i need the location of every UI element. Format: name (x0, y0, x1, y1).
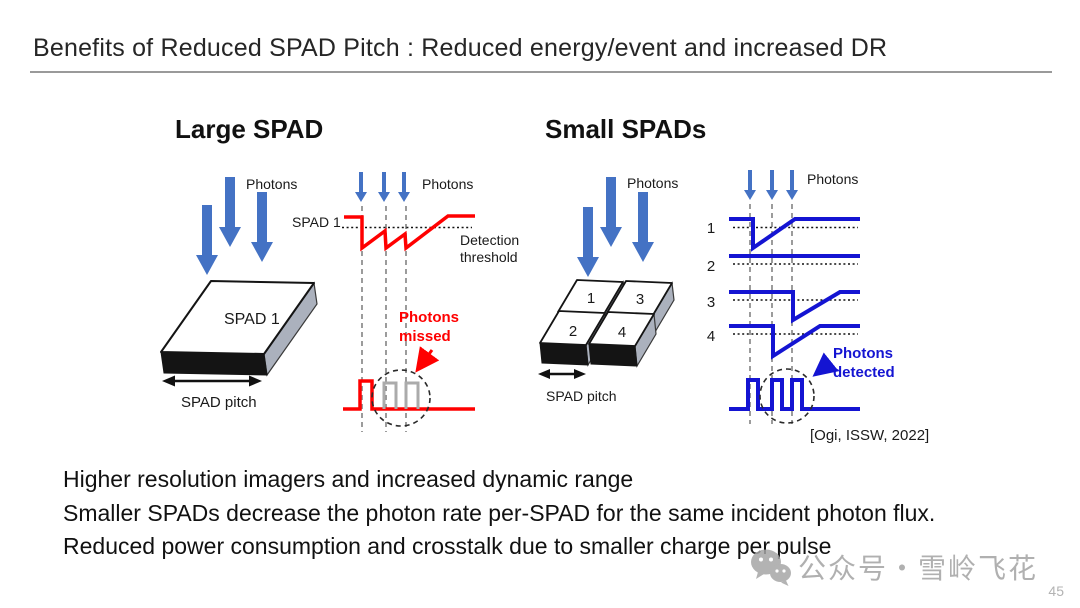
spad-row-label: 2 (707, 258, 715, 275)
small-spad-box-label: 1 (587, 290, 595, 307)
missed-pulse (382, 381, 398, 409)
large-spad-heading: Large SPAD (175, 114, 323, 144)
spad-row-label: 3 (707, 294, 715, 311)
title-divider (30, 71, 1052, 73)
large-spad-photon-arrows (196, 177, 273, 275)
detection-threshold-label: Detection (460, 232, 519, 248)
large-spad-waveform (344, 214, 475, 252)
photons-label: Photons (627, 175, 678, 191)
slide-title: Benefits of Reduced SPAD Pitch : Reduced… (33, 34, 888, 62)
box-front-face (588, 343, 638, 367)
photon-arrow-small-icon (766, 170, 778, 200)
page-number: 45 (1048, 583, 1064, 599)
spad-row-label: 4 (707, 328, 715, 345)
photon-arrow-small-icon (398, 172, 410, 202)
box-front-face (539, 342, 589, 366)
missed-pulse (404, 381, 420, 409)
key-point-line: Reduced power consumption and crosstalk … (63, 533, 832, 559)
large-spad-box: SPAD 1 (160, 280, 318, 377)
missed-photons-circle (371, 369, 431, 427)
box-top-face (588, 311, 655, 347)
small-spads-pulse-output (729, 378, 860, 411)
key-point-line: Smaller SPADs decrease the photon rate p… (63, 499, 936, 526)
box-front-face (160, 351, 268, 376)
spad-diagram: Large SPAD Photons SPAD 1 SPAD pitch (160, 114, 929, 444)
large-spad-pulse-output (343, 379, 475, 411)
key-points: Higher resolution imagers and increased … (63, 463, 935, 564)
photons-detected-arrow (812, 352, 839, 377)
small-spad-box-label: 4 (618, 324, 626, 341)
photon-arrow-icon (632, 192, 654, 262)
small-spads-chart: Photons 1 2 3 4 Photons detected [Ogi, I… (707, 170, 929, 444)
detected-photons-circle (759, 368, 815, 424)
large-spad-pitch-label: SPAD pitch (181, 394, 257, 411)
small-spad-box-label: 2 (569, 323, 577, 340)
small-spad-pitch-label: SPAD pitch (546, 388, 617, 404)
photon-arrow-icon (251, 192, 273, 262)
photon-arrow-small-icon (378, 172, 390, 202)
spad-row-label: 1 (707, 220, 715, 237)
spad1-waveform (729, 217, 860, 252)
large-spad-chart: Photons SPAD 1 Detection threshold Photo… (292, 172, 519, 432)
photon-arrow-icon (196, 205, 218, 275)
key-point-line: Higher resolution imagers and increased … (63, 466, 634, 492)
wechat-icon (751, 549, 791, 586)
photons-detected-label: detected (833, 364, 895, 381)
watermark-text: 公众号・雪岭飞花 (798, 553, 1039, 584)
photon-arrow-icon (600, 177, 622, 247)
small-spad-pitch-arrow (538, 369, 586, 379)
photons-detected-label: Photons (833, 345, 893, 362)
large-spad-box-label: SPAD 1 (224, 311, 280, 328)
photon-arrow-small-icon (786, 170, 798, 200)
large-spad-pitch-arrow (162, 375, 262, 387)
photons-missed-arrow (415, 346, 440, 373)
photons-missed-label: missed (399, 328, 451, 345)
watermark: 公众号・雪岭飞花 (748, 546, 1038, 588)
small-spad-box-array: 1 3 2 4 (539, 279, 675, 368)
photons-missed-label: Photons (399, 309, 459, 326)
small-spad-box-label: 3 (636, 291, 644, 308)
photons-label: Photons (246, 176, 297, 192)
detection-threshold-label: threshold (460, 249, 518, 265)
citation: [Ogi, ISSW, 2022] (810, 427, 929, 444)
box-top-face (160, 280, 315, 355)
spad4-waveform (729, 324, 860, 360)
photons-label: Photons (807, 171, 858, 187)
spad1-signal-label: SPAD 1 (292, 214, 341, 230)
spad3-waveform (729, 290, 860, 324)
photon-arrow-icon (577, 207, 599, 277)
small-spads-heading: Small SPADs (545, 114, 706, 144)
photon-arrow-small-icon (744, 170, 756, 200)
photon-arrow-small-icon (355, 172, 367, 202)
box-top-face (539, 310, 606, 346)
photon-arrow-icon (219, 177, 241, 247)
small-spads-photon-arrows (577, 177, 654, 277)
photons-label: Photons (422, 176, 473, 192)
